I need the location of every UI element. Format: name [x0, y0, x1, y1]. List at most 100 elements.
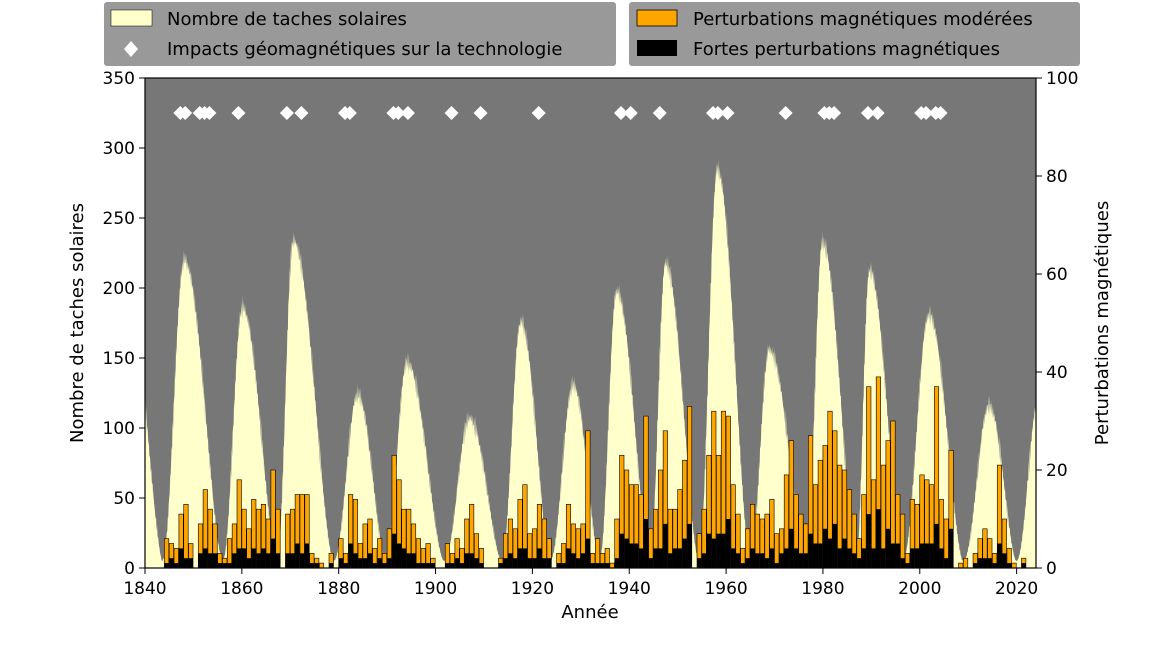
- bar-strong: [803, 553, 809, 568]
- bar-strong: [605, 563, 610, 568]
- impact-marker: [391, 106, 406, 120]
- bar-strong: [474, 558, 479, 568]
- bar-strong: [842, 538, 847, 568]
- bar-strong: [304, 543, 310, 568]
- bar-strong: [682, 538, 687, 568]
- bar-strong: [827, 538, 833, 568]
- bar-strong: [445, 563, 450, 568]
- bar-strong: [217, 563, 223, 568]
- bar-strong: [832, 523, 838, 568]
- bar-strong: [910, 548, 915, 568]
- bar-strong: [876, 509, 881, 568]
- bar-strong: [595, 563, 600, 568]
- bar-strong: [982, 558, 988, 568]
- y-left-tick-label: 0: [124, 559, 135, 579]
- bar-strong: [943, 558, 949, 568]
- bar-strong: [774, 563, 779, 568]
- bar-strong: [973, 563, 978, 568]
- bar-strong: [309, 563, 315, 568]
- bar-strong: [721, 533, 726, 568]
- bar-strong: [450, 563, 455, 568]
- bar-strong: [745, 558, 750, 568]
- bar-strong: [600, 563, 605, 568]
- impact-marker: [652, 106, 667, 120]
- impact-marker: [400, 106, 415, 120]
- impact-marker: [531, 106, 546, 120]
- bar-strong: [634, 543, 639, 568]
- bar-strong: [285, 553, 290, 568]
- bar-strong: [798, 553, 804, 568]
- bar-strong: [241, 548, 247, 568]
- bar-strong: [677, 548, 683, 568]
- bar-strong: [338, 558, 344, 568]
- bar-strong: [561, 563, 566, 568]
- bar-strong: [614, 558, 620, 568]
- bar-strong: [580, 553, 586, 568]
- bar-strong: [653, 548, 658, 568]
- bar-strong: [459, 563, 465, 568]
- bar-strong: [232, 553, 237, 568]
- bar-strong: [295, 543, 300, 568]
- y-right-tick-label: 40: [1046, 363, 1068, 383]
- bar-strong: [914, 548, 920, 568]
- bar-strong: [885, 528, 891, 568]
- bar-strong: [895, 543, 901, 568]
- bar-strong: [527, 558, 532, 568]
- bar-strong: [789, 528, 794, 568]
- x-tick-label: 1840: [123, 579, 166, 599]
- bar-strong: [469, 553, 474, 568]
- bar-strong: [764, 558, 770, 568]
- impact-marker: [614, 106, 629, 120]
- plot-background: [145, 78, 1036, 568]
- bar-strong: [687, 523, 692, 568]
- impact-marker: [231, 106, 246, 120]
- bar-strong: [638, 548, 644, 568]
- sunspot-area: [145, 158, 1036, 568]
- legend-swatch-strong: [637, 40, 677, 56]
- bar-strong: [329, 563, 334, 568]
- bar-strong: [188, 558, 194, 568]
- bar-moderate: [319, 562, 325, 569]
- x-tick-label: 1860: [220, 579, 263, 599]
- legend-label-impacts: Impacts géomagnétiques sur la technologi…: [167, 39, 562, 60]
- x-axis-label: Année: [561, 602, 618, 623]
- bar-strong: [542, 558, 547, 568]
- bar-strong: [697, 558, 702, 568]
- legend-swatch-moderate: [636, 9, 678, 27]
- bar-strong: [929, 543, 934, 568]
- bar-strong: [372, 563, 378, 568]
- bar-moderate: [774, 533, 780, 569]
- bar-strong: [348, 543, 353, 568]
- bar-strong: [1006, 563, 1012, 568]
- bar-strong: [411, 553, 416, 568]
- y-axis-left-label: Nombre de taches solaires: [67, 203, 88, 443]
- bar-strong: [813, 543, 818, 568]
- bar-strong: [658, 548, 663, 568]
- bar-strong: [779, 553, 784, 568]
- legend-box-left: Nombre de taches solaires Impacts géomag…: [104, 2, 616, 66]
- bar-strong: [881, 548, 886, 568]
- bar-strong: [454, 558, 460, 568]
- bar-strong: [270, 538, 276, 568]
- bar-strong: [522, 548, 528, 568]
- y-right-tick-label: 80: [1046, 167, 1068, 187]
- bar-strong: [479, 563, 484, 568]
- bar-strong: [585, 538, 591, 568]
- bar-strong: [672, 548, 678, 568]
- bar-strong: [314, 563, 319, 568]
- bar-strong: [169, 558, 174, 568]
- bar-strong: [750, 548, 755, 568]
- bar-strong: [266, 553, 271, 568]
- bar-strong: [537, 548, 542, 568]
- bar-strong: [629, 543, 634, 568]
- bar-strong: [290, 553, 295, 568]
- bar-strong: [513, 558, 518, 568]
- bar-strong: [212, 553, 218, 568]
- bar-strong: [793, 548, 799, 568]
- bar-strong: [905, 563, 910, 568]
- bar-strong: [900, 558, 905, 568]
- impact-marker: [202, 106, 217, 120]
- bar-strong: [416, 563, 421, 568]
- plot-frame: [144, 77, 1037, 569]
